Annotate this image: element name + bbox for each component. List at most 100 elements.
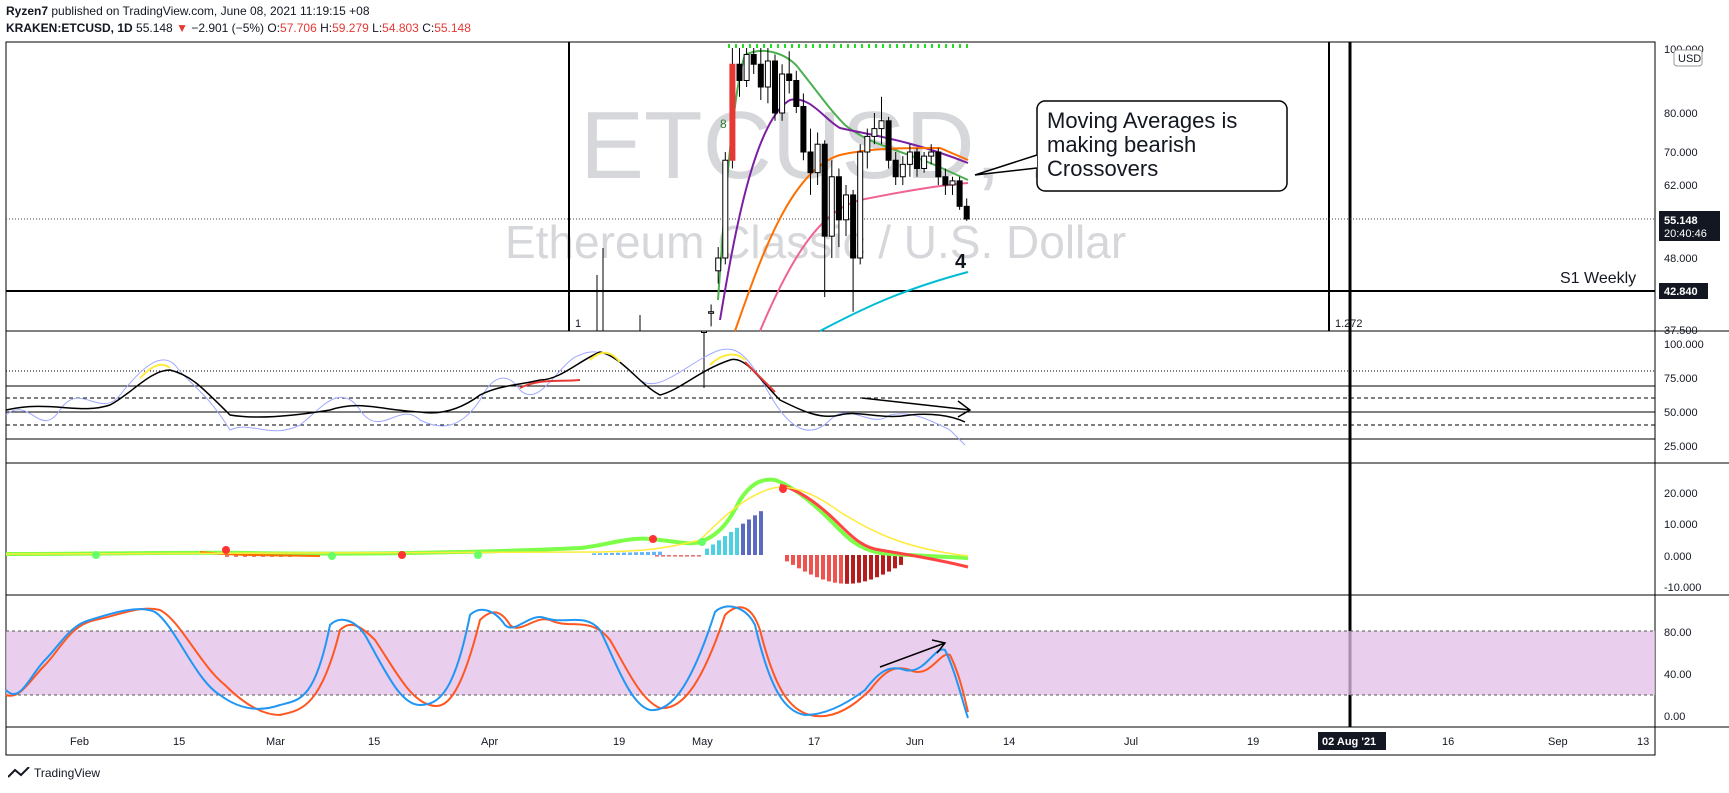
price-change: −2.901 (−5%) bbox=[191, 21, 265, 35]
stoch-divergence-arrow[interactable] bbox=[879, 639, 947, 668]
publisher-name[interactable]: Ryzen7 bbox=[6, 4, 49, 18]
macd-bar bbox=[685, 555, 689, 557]
macd-bar bbox=[640, 552, 644, 555]
time-tick-may: May bbox=[692, 736, 713, 748]
candle-body bbox=[807, 151, 814, 174]
rsi-tick-25: 25.000 bbox=[1664, 441, 1698, 453]
watermark-name: Ethereum Classic / U.S. Dollar bbox=[505, 216, 1126, 268]
close-label: C: bbox=[422, 21, 435, 35]
macd-pane[interactable]: 20.000 10.000 0.000 -10.000 bbox=[5, 477, 1701, 594]
candle-body bbox=[779, 73, 786, 114]
macd-bar bbox=[661, 555, 665, 557]
macd-tick-0: 0.000 bbox=[1664, 551, 1692, 563]
macd-bar bbox=[759, 511, 763, 555]
macd-bar bbox=[839, 555, 843, 584]
macd-bar bbox=[881, 555, 885, 575]
macd-bar bbox=[833, 555, 837, 583]
candle-body bbox=[786, 73, 793, 81]
macd-bar bbox=[705, 548, 709, 555]
candle-body bbox=[835, 176, 842, 221]
macd-histogram bbox=[225, 511, 903, 584]
candle-body bbox=[963, 205, 970, 220]
price-tick-80: 80.000 bbox=[1664, 108, 1698, 120]
time-axis[interactable]: Feb 15 Mar 15 Apr 19 May 17 Jun 14 Jul 1… bbox=[70, 732, 1649, 750]
candle-body bbox=[864, 135, 871, 153]
macd-bar bbox=[827, 555, 831, 582]
macd-bar bbox=[741, 523, 745, 555]
candle-body bbox=[871, 128, 878, 137]
macd-bar bbox=[863, 555, 867, 582]
candle-body bbox=[743, 54, 750, 81]
ohlc-line: KRAKEN:ETCUSD, 1D 55.148 ▼ −2.901 (−5%) … bbox=[6, 21, 471, 35]
macd-bar bbox=[691, 555, 695, 557]
stoch-d-line bbox=[5, 606, 969, 718]
callout-line-3: Crossovers bbox=[1047, 156, 1158, 181]
candle-body bbox=[828, 176, 835, 237]
open-label: O: bbox=[267, 21, 281, 35]
high-label: H: bbox=[320, 21, 333, 35]
macd-bar bbox=[729, 531, 733, 555]
macd-bar bbox=[679, 555, 683, 557]
candle-body bbox=[750, 54, 757, 65]
time-tick-apr19: 19 bbox=[613, 736, 625, 748]
rsi-red-segment-1 bbox=[519, 379, 581, 389]
low-value: 54.803 bbox=[382, 21, 419, 35]
candle-body bbox=[814, 143, 821, 174]
macd-bar bbox=[622, 552, 626, 555]
macd-bar bbox=[809, 555, 813, 575]
macd-bar bbox=[646, 551, 650, 555]
candle-body bbox=[821, 143, 828, 237]
stoch-pane[interactable]: 80.00 40.00 0.00 bbox=[5, 605, 1692, 723]
candle-body bbox=[878, 120, 885, 130]
macd-cross-dot-1 bbox=[92, 551, 100, 559]
footer-brand[interactable]: TradingView bbox=[8, 766, 100, 780]
macd-cross-dot-6 bbox=[649, 535, 657, 543]
last-price-tag-text: 55.148 bbox=[1664, 215, 1698, 227]
macd-bar bbox=[604, 553, 608, 555]
stoch-tick-40: 40.00 bbox=[1664, 669, 1692, 681]
published-text: published on TradingView.com, June 08, 2… bbox=[51, 4, 370, 18]
candle-body bbox=[935, 151, 942, 178]
candle-body bbox=[843, 194, 849, 221]
symbol-label[interactable]: KRAKEN:ETCUSD, 1D bbox=[6, 21, 133, 35]
ma-cyan-line bbox=[819, 271, 969, 332]
candle-body bbox=[914, 151, 920, 169]
price-tick-48: 48.000 bbox=[1664, 253, 1698, 265]
macd-bar bbox=[899, 555, 903, 565]
macd-bar bbox=[592, 553, 596, 555]
macd-bar bbox=[797, 555, 801, 569]
time-tick-jul: Jul bbox=[1124, 736, 1138, 748]
macd-bar bbox=[711, 544, 715, 555]
time-tick-jun: Jun bbox=[906, 736, 924, 748]
candle-body bbox=[942, 176, 949, 186]
down-arrow-icon: ▼ bbox=[176, 21, 188, 35]
macd-bar bbox=[887, 555, 891, 572]
macd-cross-dot-7 bbox=[698, 538, 706, 546]
macd-bar bbox=[857, 555, 861, 583]
rsi-raw-line bbox=[5, 348, 966, 446]
price-tick-62: 62.000 bbox=[1664, 180, 1698, 192]
macd-cross-dot-3 bbox=[328, 552, 336, 560]
macd-bar bbox=[610, 552, 614, 555]
rsi-pane[interactable]: 100.000 75.000 50.000 25.000 bbox=[5, 339, 1704, 453]
macd-bar bbox=[845, 555, 849, 584]
rsi-divergence-arrow[interactable] bbox=[861, 397, 972, 418]
candle-body bbox=[757, 63, 764, 88]
footer-brand-text: TradingView bbox=[34, 766, 101, 780]
time-tick-aug02: 02 Aug '21 bbox=[1322, 736, 1376, 748]
level-tag bbox=[1659, 283, 1708, 299]
sequential-8-label: 8 bbox=[720, 117, 727, 131]
callout-box[interactable] bbox=[1036, 100, 1288, 192]
candle-body bbox=[701, 330, 707, 333]
macd-line-green bbox=[5, 477, 969, 560]
macd-cross-dot-8 bbox=[779, 485, 787, 493]
ma-orange-line bbox=[734, 146, 969, 332]
candle-body bbox=[850, 194, 857, 259]
candle-body bbox=[793, 80, 800, 107]
fib-left-label: 1 bbox=[575, 318, 581, 330]
macd-cross-dot-2 bbox=[222, 546, 230, 554]
time-cursor-tag bbox=[1318, 732, 1386, 750]
time-tick-mar15: 15 bbox=[368, 736, 380, 748]
currency-badge[interactable] bbox=[1673, 49, 1703, 67]
